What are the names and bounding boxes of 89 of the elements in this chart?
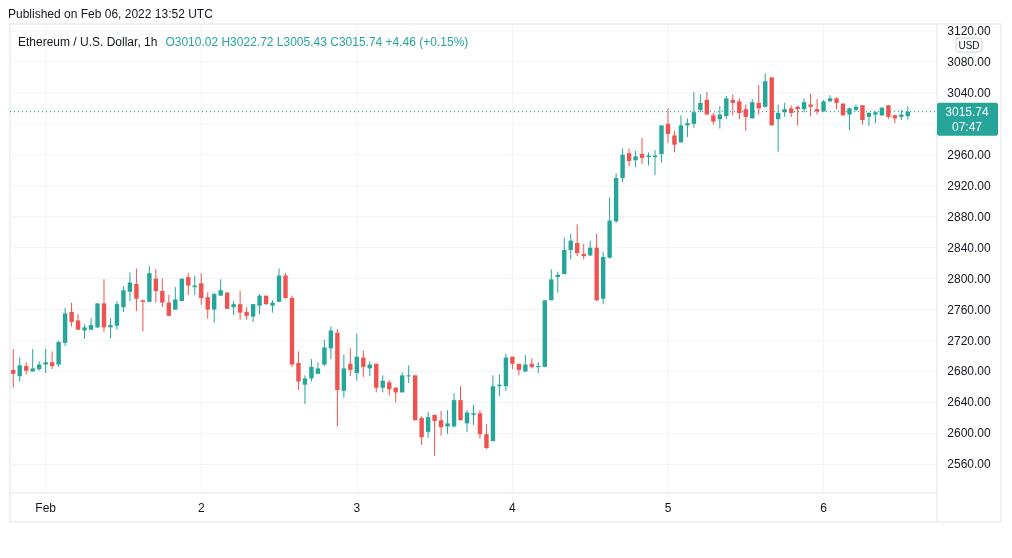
- candlestick: [328, 326, 334, 360]
- candlestick: [101, 278, 107, 333]
- candlestick: [43, 348, 48, 374]
- candlestick: [296, 350, 301, 391]
- y-tick-label: 3120.00: [947, 23, 992, 38]
- candlestick: [575, 223, 580, 257]
- candlestick: [860, 104, 865, 126]
- candlestick: [49, 350, 55, 370]
- x-tick-label: 5: [664, 501, 672, 515]
- candlestick: [808, 93, 813, 117]
- y-tick-label: 3040.00: [947, 85, 992, 100]
- candlestick: [134, 268, 139, 312]
- y-tick-label: 2800.00: [947, 271, 992, 286]
- candlestick: [283, 272, 288, 300]
- ref-line-label: 3015.74: [945, 104, 990, 119]
- y-axis-title: USD: [958, 40, 980, 51]
- candlestick: [458, 385, 463, 421]
- y-tick-label: 2680.00: [947, 364, 992, 379]
- candlestick: [341, 353, 347, 399]
- candlestick: [639, 137, 645, 165]
- candlestick: [471, 404, 476, 426]
- candlestick: [432, 414, 437, 457]
- candlestick: [672, 130, 677, 153]
- candlestick: [704, 91, 710, 116]
- candlestick: [315, 361, 321, 375]
- candlestick: [665, 107, 671, 144]
- candlestick: [127, 271, 133, 302]
- candlestick: [69, 302, 74, 328]
- candlestick: [374, 363, 379, 393]
- candlestick: [160, 278, 165, 308]
- y-tick-label: 2640.00: [947, 395, 992, 410]
- candlestick: [17, 357, 22, 383]
- y-tick-label: 2760.00: [947, 302, 992, 317]
- text: 07:47: [951, 119, 983, 134]
- candlestick: [685, 117, 690, 138]
- candlestick: [205, 292, 210, 320]
- x-tick-label: 2: [197, 501, 205, 515]
- candlestick: [626, 148, 632, 167]
- candlestick: [121, 285, 126, 313]
- candlestick: [114, 300, 120, 331]
- x-tick-label: 3: [353, 501, 361, 515]
- candlestick: [212, 292, 217, 324]
- candlestick: [88, 317, 94, 331]
- candlestick: [56, 340, 61, 368]
- candlestick: [108, 317, 113, 339]
- x-tick-label: 6: [820, 501, 828, 515]
- candlestick: [484, 423, 489, 450]
- candlestick: [173, 286, 178, 311]
- candlestick: [237, 290, 243, 321]
- candlestick: [11, 348, 16, 389]
- candlestick: [562, 237, 567, 275]
- candlestick: [743, 103, 748, 132]
- candlestick: [309, 358, 314, 383]
- candlestick: [795, 105, 800, 126]
- candlestick: [425, 411, 431, 439]
- y-tick-label: 2880.00: [947, 209, 992, 224]
- candlestick: [445, 409, 450, 435]
- candlestick: [257, 293, 262, 315]
- y-tick-label: 2840.00: [947, 240, 992, 255]
- candlestick: [166, 294, 172, 317]
- text: Published on Feb 06, 2022 13:52 UTC: [8, 7, 214, 21]
- candlestick: [140, 299, 146, 332]
- candlestick: [477, 409, 483, 440]
- candlestick: [406, 364, 411, 384]
- candlestick: [419, 415, 424, 446]
- candlestick: [737, 97, 742, 120]
- y-tick-label: 2960.00: [947, 147, 992, 162]
- y-tick-label: 2920.00: [947, 178, 992, 193]
- x-tick-label: 4: [509, 501, 517, 515]
- text: O3010.02 H3022.72 L3005.43 C3015.74 +4.46 (+0.15%): [165, 35, 469, 49]
- candlestick: [302, 374, 308, 405]
- y-tick-label: 2720.00: [947, 333, 992, 348]
- candlestick: [788, 104, 794, 118]
- candlestick: [186, 272, 191, 296]
- x-tick-label: Feb: [35, 501, 57, 515]
- candlestick: [620, 148, 625, 183]
- candlestick: [438, 410, 444, 437]
- candlestick: [549, 268, 554, 301]
- text: Ethereum / U.S. Dollar, 1h: [18, 35, 158, 49]
- candlestick: [678, 114, 684, 143]
- candlestick: [348, 347, 353, 377]
- y-tick-label: 2600.00: [947, 426, 992, 441]
- candlestick: [691, 91, 697, 129]
- candlestick: [322, 339, 327, 367]
- y-tick-label: 3080.00: [947, 54, 992, 69]
- candlestick: [199, 272, 204, 306]
- candlestick: [95, 302, 100, 329]
- y-tick-label: 2560.00: [947, 457, 992, 472]
- candlestick: [536, 361, 541, 374]
